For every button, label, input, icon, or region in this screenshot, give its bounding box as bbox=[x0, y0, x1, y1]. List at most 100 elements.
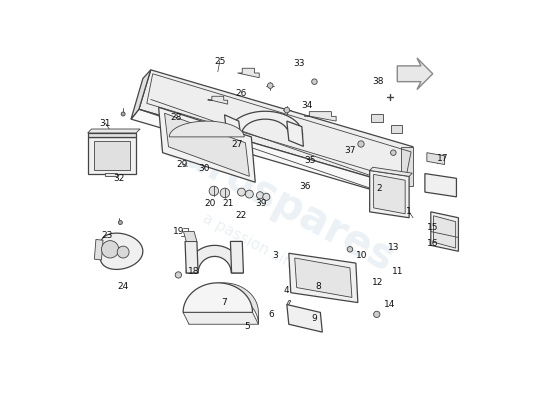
Text: 15: 15 bbox=[427, 223, 438, 232]
Text: 8: 8 bbox=[316, 282, 321, 291]
Polygon shape bbox=[131, 109, 401, 196]
Circle shape bbox=[358, 141, 364, 147]
Polygon shape bbox=[295, 258, 352, 298]
Text: 35: 35 bbox=[305, 156, 316, 165]
Polygon shape bbox=[228, 111, 302, 135]
Circle shape bbox=[209, 186, 218, 196]
Circle shape bbox=[118, 220, 122, 224]
Text: 7: 7 bbox=[221, 298, 227, 307]
Polygon shape bbox=[169, 121, 244, 137]
Text: 13: 13 bbox=[388, 243, 399, 252]
Text: 36: 36 bbox=[299, 182, 310, 191]
Text: 18: 18 bbox=[189, 266, 200, 276]
Polygon shape bbox=[208, 96, 228, 104]
Polygon shape bbox=[106, 173, 117, 176]
Text: 14: 14 bbox=[384, 300, 395, 309]
Polygon shape bbox=[425, 174, 456, 197]
Polygon shape bbox=[95, 240, 103, 260]
Polygon shape bbox=[164, 113, 249, 176]
Polygon shape bbox=[131, 70, 151, 119]
Text: 12: 12 bbox=[372, 278, 383, 287]
Circle shape bbox=[117, 246, 129, 258]
Polygon shape bbox=[305, 112, 336, 121]
Polygon shape bbox=[373, 174, 405, 214]
Circle shape bbox=[284, 107, 290, 113]
Text: 39: 39 bbox=[255, 200, 267, 208]
Circle shape bbox=[347, 246, 353, 252]
Circle shape bbox=[312, 79, 317, 84]
Circle shape bbox=[245, 190, 254, 198]
Text: 31: 31 bbox=[100, 118, 111, 128]
Text: 32: 32 bbox=[113, 174, 125, 183]
Circle shape bbox=[263, 193, 270, 200]
Text: 5: 5 bbox=[245, 322, 250, 331]
Text: 34: 34 bbox=[301, 101, 312, 110]
Polygon shape bbox=[427, 153, 444, 164]
Text: 11: 11 bbox=[392, 266, 403, 276]
Text: 10: 10 bbox=[356, 251, 367, 260]
Polygon shape bbox=[186, 245, 243, 273]
Circle shape bbox=[220, 188, 230, 198]
Text: 20: 20 bbox=[204, 200, 216, 208]
Text: 24: 24 bbox=[118, 282, 129, 291]
Polygon shape bbox=[287, 304, 322, 332]
Text: 17: 17 bbox=[437, 154, 448, 163]
Text: 9: 9 bbox=[311, 314, 317, 323]
Polygon shape bbox=[371, 114, 383, 122]
Circle shape bbox=[101, 241, 119, 258]
Polygon shape bbox=[370, 167, 412, 176]
Text: 22: 22 bbox=[236, 211, 247, 220]
Text: 4: 4 bbox=[284, 286, 290, 295]
Text: 28: 28 bbox=[170, 113, 182, 122]
Polygon shape bbox=[158, 107, 255, 182]
Text: 27: 27 bbox=[232, 140, 243, 149]
Text: 26: 26 bbox=[236, 89, 247, 98]
Polygon shape bbox=[397, 58, 433, 90]
Circle shape bbox=[390, 150, 396, 156]
Polygon shape bbox=[431, 212, 458, 251]
Polygon shape bbox=[87, 133, 136, 137]
Polygon shape bbox=[100, 233, 143, 270]
Circle shape bbox=[267, 83, 273, 88]
Text: 33: 33 bbox=[293, 60, 304, 68]
Text: 30: 30 bbox=[198, 164, 210, 173]
Polygon shape bbox=[224, 115, 241, 141]
Polygon shape bbox=[401, 147, 413, 186]
Polygon shape bbox=[189, 283, 258, 324]
Polygon shape bbox=[287, 300, 291, 304]
Polygon shape bbox=[287, 121, 304, 146]
Circle shape bbox=[238, 188, 245, 196]
Polygon shape bbox=[184, 232, 197, 242]
Polygon shape bbox=[238, 68, 259, 78]
Circle shape bbox=[121, 112, 125, 116]
Polygon shape bbox=[183, 283, 252, 312]
Circle shape bbox=[175, 272, 182, 278]
Text: 37: 37 bbox=[344, 146, 356, 155]
Text: 1: 1 bbox=[406, 207, 412, 216]
Polygon shape bbox=[94, 141, 130, 170]
Text: 25: 25 bbox=[214, 57, 226, 66]
Text: 6: 6 bbox=[268, 310, 274, 319]
Polygon shape bbox=[87, 137, 136, 174]
Text: 29: 29 bbox=[177, 160, 188, 169]
Text: a passion since 1985: a passion since 1985 bbox=[200, 211, 350, 300]
Polygon shape bbox=[139, 70, 413, 186]
Polygon shape bbox=[87, 129, 140, 133]
Polygon shape bbox=[230, 242, 244, 273]
Text: 38: 38 bbox=[372, 77, 383, 86]
Text: 2: 2 bbox=[377, 184, 382, 193]
Text: 3: 3 bbox=[272, 251, 278, 260]
Polygon shape bbox=[183, 312, 258, 324]
Text: 19: 19 bbox=[173, 227, 184, 236]
Polygon shape bbox=[289, 253, 358, 302]
Text: 21: 21 bbox=[222, 200, 233, 208]
Text: 16: 16 bbox=[427, 239, 438, 248]
Polygon shape bbox=[370, 170, 409, 218]
Text: eurospares: eurospares bbox=[149, 120, 401, 280]
Circle shape bbox=[256, 192, 263, 199]
Text: 23: 23 bbox=[102, 231, 113, 240]
Polygon shape bbox=[185, 242, 198, 273]
Circle shape bbox=[373, 311, 380, 318]
Polygon shape bbox=[433, 216, 455, 248]
Polygon shape bbox=[390, 125, 403, 133]
